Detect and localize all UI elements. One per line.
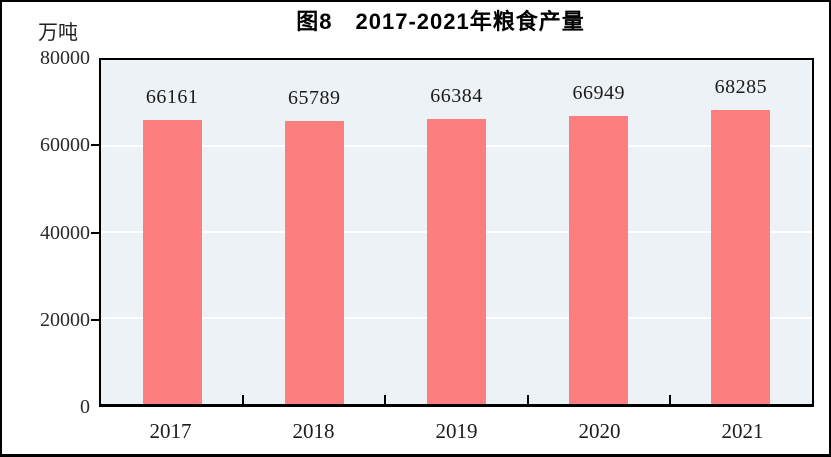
x-axis-tick-mark bbox=[242, 395, 245, 404]
bar bbox=[427, 118, 486, 404]
bar-group: 68285 bbox=[670, 60, 812, 404]
y-axis-tick-label: 60000 bbox=[40, 134, 90, 157]
bar bbox=[142, 119, 202, 404]
y-axis-tick-label: 0 bbox=[80, 396, 90, 418]
y-axis-tick-label: 20000 bbox=[40, 308, 90, 331]
bar-series: 66161 65789 66384 66949 68285 bbox=[101, 60, 812, 404]
x-axis-category-label: 2017 bbox=[149, 419, 192, 443]
x-axis-category-label: 2018 bbox=[292, 419, 335, 443]
bar-value-label: 66949 bbox=[572, 82, 625, 105]
y-axis-tick-mark bbox=[91, 144, 99, 147]
y-axis-labels: 0 20000 40000 60000 80000 bbox=[2, 48, 90, 417]
y-axis-unit-label: 万吨 bbox=[38, 22, 78, 44]
y-axis-tick-mark bbox=[91, 231, 99, 234]
y-axis-tick-marks bbox=[91, 58, 99, 407]
bar-group: 66384 bbox=[385, 60, 527, 404]
plot-area: 66161 65789 66384 66949 68285 bbox=[99, 58, 814, 407]
bar-value-label: 66384 bbox=[430, 84, 483, 107]
x-axis-category-label: 2021 bbox=[721, 419, 764, 443]
y-axis-tick-label: 40000 bbox=[40, 221, 90, 244]
bar-group: 66949 bbox=[528, 60, 670, 404]
x-axis-tick-mark bbox=[668, 395, 671, 404]
x-axis-category-label: 2020 bbox=[578, 419, 621, 443]
y-axis-tick-label: 80000 bbox=[40, 47, 90, 69]
y-axis-tick-mark bbox=[91, 318, 99, 321]
chart-title: 图8 2017-2021年粮食产量 bbox=[296, 9, 585, 34]
bar bbox=[284, 121, 344, 404]
x-axis-tick-mark bbox=[384, 395, 387, 404]
bar bbox=[569, 116, 629, 404]
bar-value-label: 65789 bbox=[288, 87, 341, 110]
x-axis-category-label: 2019 bbox=[435, 419, 478, 443]
bar-group: 65789 bbox=[243, 60, 385, 404]
bar bbox=[711, 110, 771, 404]
bar-value-label: 66161 bbox=[145, 85, 199, 108]
bar-value-label: 68285 bbox=[714, 76, 768, 99]
bar-group: 66161 bbox=[101, 60, 243, 404]
x-axis-tick-mark bbox=[526, 395, 529, 404]
x-axis-labels: 2017 2018 2019 2020 2021 bbox=[99, 417, 814, 445]
